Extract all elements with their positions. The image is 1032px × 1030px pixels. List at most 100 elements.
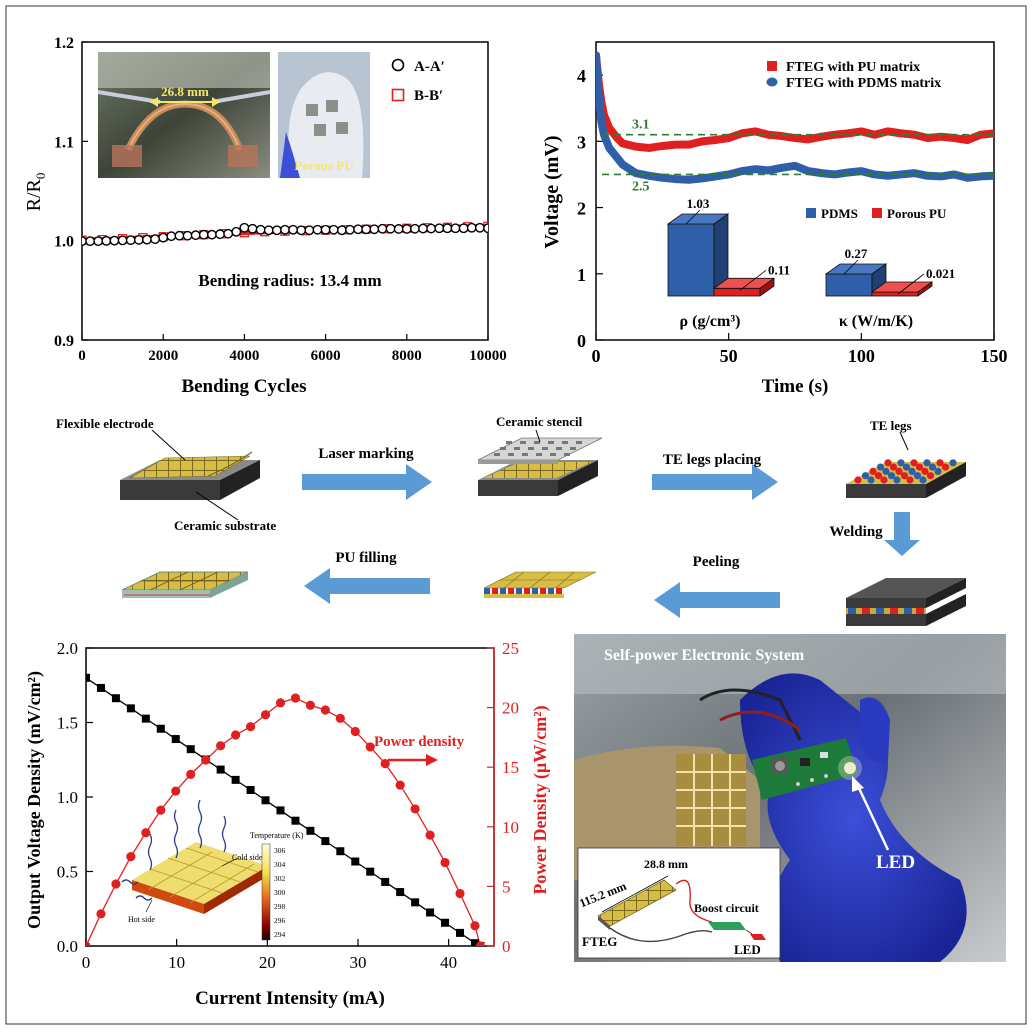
- step-welded: [846, 578, 966, 626]
- voltage-ytick-label: 3: [577, 132, 586, 152]
- series-aa-point: [288, 224, 299, 235]
- legend-marker-bb: [391, 88, 405, 102]
- arrow-label-pu-filling: PU filling: [335, 550, 397, 566]
- te-leg: [910, 459, 918, 467]
- series-aa-point: [361, 224, 372, 235]
- te-leg: [934, 467, 942, 475]
- panel-process: Flexible electrode Ceramic substrate Las…: [56, 414, 966, 626]
- power-density-point: [395, 780, 405, 790]
- legend-marker-pu: [767, 61, 777, 71]
- arrow-pu-filling: PU filling: [304, 550, 430, 604]
- legend-label-pdms: FTEG with PDMS matrix: [786, 76, 941, 91]
- voltage-density-point: [86, 673, 90, 682]
- voltage-density-point: [441, 918, 450, 927]
- output-xtick-label: 20: [259, 953, 276, 972]
- power-density-point: [245, 722, 256, 732]
- power-density-point: [275, 698, 286, 708]
- series-aa-point: [458, 223, 469, 234]
- te-leg: [936, 459, 944, 467]
- output-ytick-right-label: 5: [502, 877, 511, 896]
- te-leg: [923, 459, 931, 467]
- series-aa-point: [345, 224, 355, 235]
- bending-test-photo: 26.8 mm: [97, 52, 271, 178]
- voltage-density-point: [470, 939, 479, 946]
- resistance-xtick-label: 8000: [392, 348, 422, 364]
- te-leg: [895, 467, 903, 475]
- voltage-density-point: [186, 745, 195, 754]
- voltage-xlabel: Time (s): [762, 376, 829, 397]
- step-label-te-legs: TE legs: [870, 418, 912, 433]
- series-aa-point: [304, 225, 315, 236]
- series-aa-point: [166, 231, 177, 242]
- arrow-label-laser-marking: Laser marking: [318, 446, 414, 462]
- voltage-density-line: [86, 677, 481, 946]
- output-plot-frame: [85, 647, 495, 947]
- power-density-point: [320, 705, 330, 715]
- density-pu-bar-front: [713, 287, 761, 297]
- peel-leg: [556, 588, 562, 594]
- peel-leg: [500, 588, 506, 594]
- voltage-density-point: [426, 908, 435, 917]
- voltage-xtick-label: 0: [592, 346, 601, 366]
- voltage-density-point: [456, 928, 464, 937]
- series-aa-point: [190, 230, 201, 241]
- density-pu-value: 0.11: [768, 262, 790, 277]
- series-aa-point: [474, 222, 485, 233]
- power-density-point: [440, 857, 450, 868]
- inset-legend-marker-pu: [872, 208, 882, 218]
- series-aa-point: [263, 225, 274, 236]
- series-aa-point: [483, 223, 488, 234]
- te-leg: [887, 472, 896, 480]
- conductivity-pdms-leader: [843, 259, 859, 275]
- step-te-legs: TE legs: [846, 418, 966, 498]
- series-aa-point: [393, 224, 404, 234]
- inset-hot-side-label: Hot side: [128, 915, 155, 924]
- peel-leg: [484, 588, 490, 594]
- inset-scale-label: 302: [274, 874, 286, 883]
- led-pointer-line: [856, 785, 890, 851]
- voltage-ylabel: Voltage (mV): [541, 135, 563, 248]
- te-leg: [949, 459, 957, 467]
- step-ceramic-stencil: Ceramic stencil: [477, 414, 603, 496]
- series-aa-point: [255, 224, 266, 235]
- output-ytick-right-label: 20: [502, 699, 519, 718]
- conductivity-pdms-bar-front: [825, 273, 873, 297]
- schematic-boost-label: Boost circuit: [694, 901, 759, 915]
- te-leg: [928, 463, 937, 471]
- series-aa-point: [174, 230, 185, 241]
- panel-resistance: 0 2000 4000 6000 8000 10000 0.9 1.0 1.1 1.2 Bendi…: [23, 35, 507, 397]
- te-leg: [908, 467, 916, 475]
- te-leg: [867, 476, 875, 484]
- voltage-plot-frame: [595, 41, 995, 341]
- resistance-xtick-label: 2000: [148, 348, 178, 364]
- power-density-point: [410, 804, 420, 814]
- series-aa-point: [101, 235, 112, 246]
- density-pdms-leader: [685, 209, 701, 225]
- density-pdms-value: 1.03: [687, 196, 710, 211]
- voltage-density-point: [141, 714, 150, 723]
- series-aa-point: [320, 224, 331, 235]
- series-aa-point: [442, 223, 453, 234]
- power-density-point: [96, 909, 106, 919]
- series-aa-point: [117, 235, 128, 246]
- step-peeled: [483, 571, 597, 598]
- series-aa-point: [133, 234, 144, 245]
- resistance-ytick-label: 1.1: [54, 134, 74, 151]
- power-density-point: [156, 805, 166, 815]
- power-density-annotation: Power density: [374, 734, 465, 750]
- density-pu-leader: [739, 269, 767, 291]
- voltage-density-point: [381, 877, 390, 886]
- resistance-xlabel: Bending Cycles: [181, 376, 306, 397]
- output-ytick-left-label: 0.5: [57, 863, 78, 882]
- te-leg: [919, 476, 927, 484]
- output-ylabel-right: Power Density (μW/cm²): [530, 705, 551, 894]
- voltage-xtick-label: 150: [981, 346, 1008, 366]
- density-pdms-bar-front: [667, 223, 715, 297]
- bending-span-label: 26.8 mm: [161, 84, 209, 99]
- series-aa-point: [158, 232, 169, 243]
- legend-label-aa: A-A′: [414, 59, 445, 75]
- series-aa-point: [418, 223, 428, 234]
- te-leg: [884, 459, 892, 467]
- power-density-point: [470, 921, 480, 931]
- peel-leg: [540, 588, 546, 594]
